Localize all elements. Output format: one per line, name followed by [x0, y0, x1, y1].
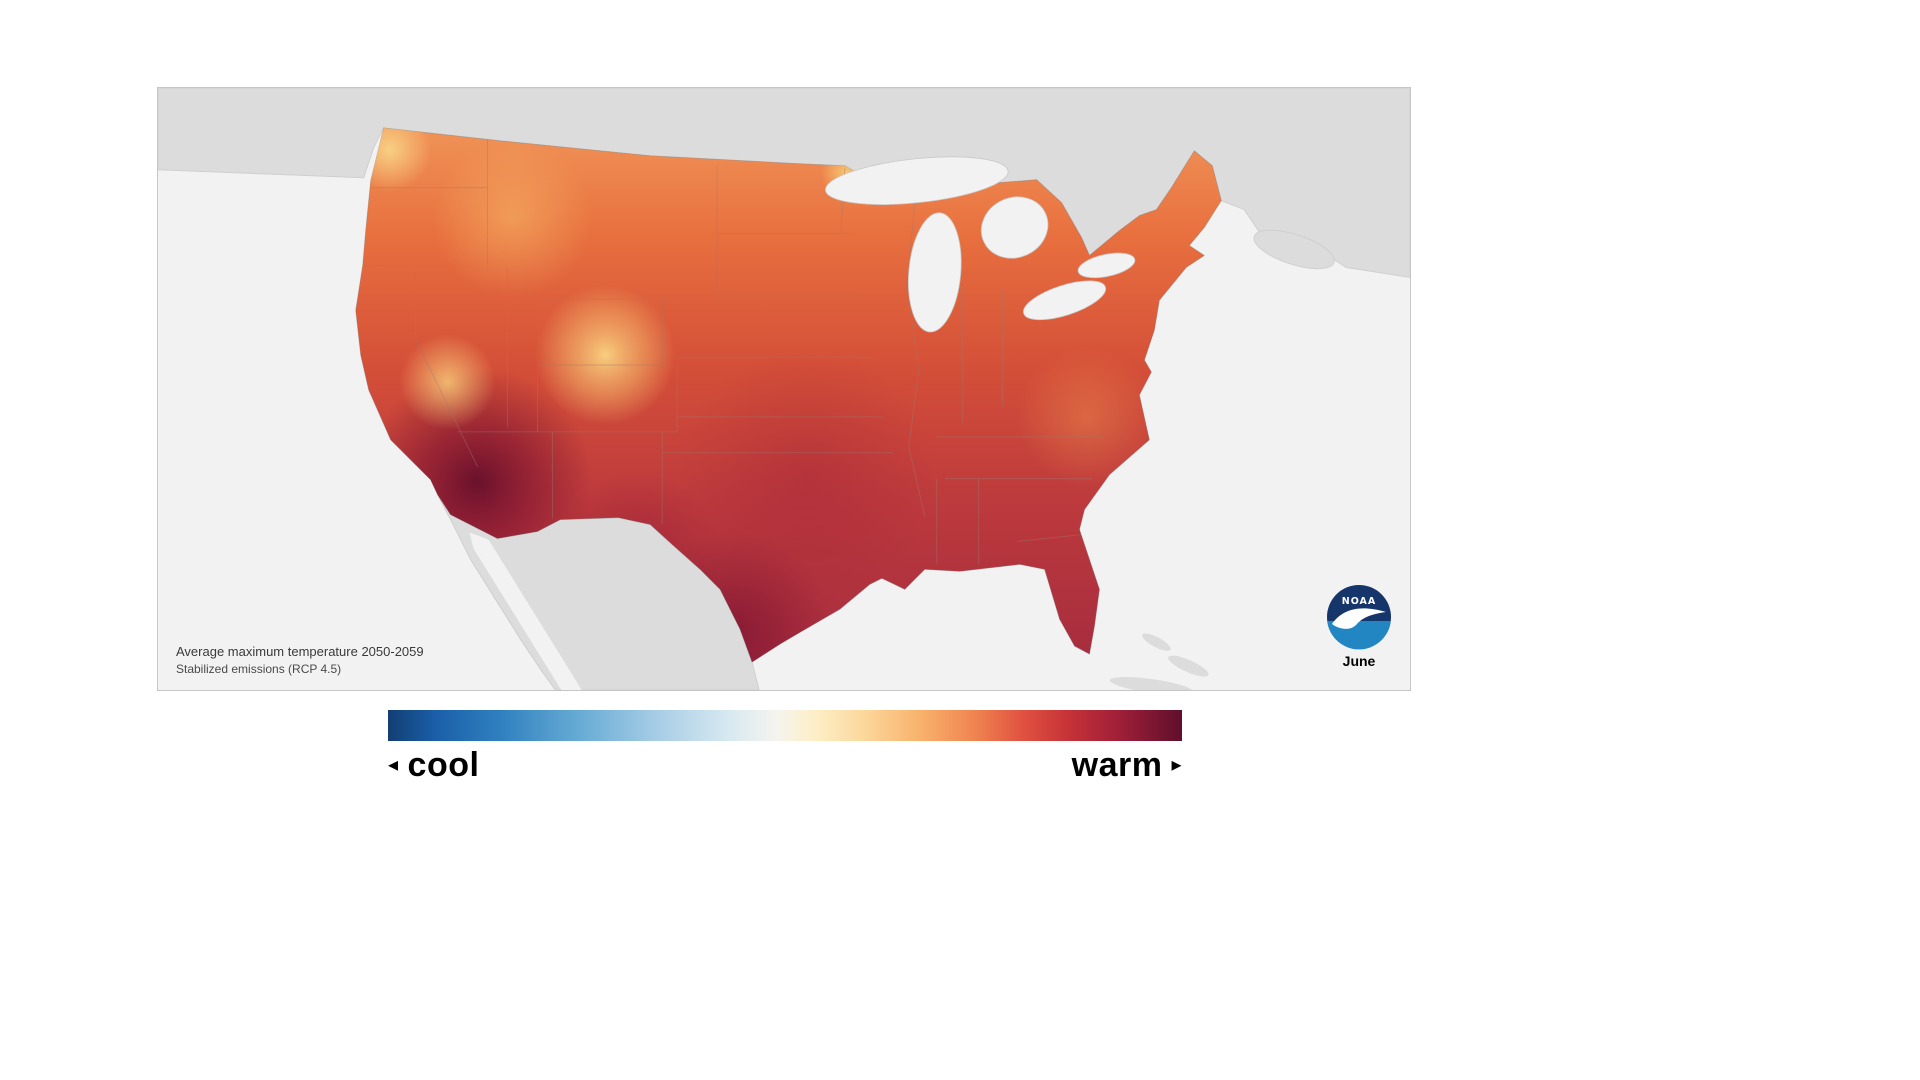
right-arrow-icon: ▸: [1171, 754, 1182, 776]
cool-label: cool: [407, 745, 480, 784]
nova-scotia-landmass: [1253, 229, 1335, 270]
great-lakes: [825, 156, 1136, 333]
left-arrow-icon: ◂: [388, 754, 399, 776]
temperature-colorbar: [388, 710, 1182, 741]
cool-legend: ◂ cool: [388, 746, 479, 785]
island: [1109, 676, 1193, 690]
gulf-of-california: [469, 532, 582, 690]
noaa-logo-block: NOAA June: [1320, 582, 1398, 669]
noaa-logo-text: NOAA: [1342, 596, 1376, 607]
lake-huron: [980, 196, 1049, 259]
month-label: June: [1342, 653, 1376, 669]
noaa-logo-icon: NOAA: [1327, 585, 1391, 650]
warm-label: warm: [1071, 745, 1163, 784]
colorbar-labels: ◂ cool warm ▸: [388, 741, 1182, 789]
caption-scenario: Stabilized emissions (RCP 4.5): [176, 662, 342, 676]
caption-title: Average maximum temperature 2050-2059: [176, 643, 424, 659]
lake-michigan: [907, 212, 962, 333]
map-caption: Average maximum temperature 2050-2059 St…: [176, 644, 424, 677]
seagull-icon: [1332, 608, 1386, 629]
lake-erie: [1023, 280, 1107, 321]
warm-legend: warm ▸: [1072, 746, 1182, 785]
us-temperature-map: [158, 88, 1410, 690]
lake-superior: [825, 156, 1009, 205]
island: [1168, 655, 1209, 677]
lake-ontario: [1077, 252, 1136, 279]
island: [1142, 633, 1171, 651]
map-panel: Average maximum temperature 2050-2059 St…: [157, 87, 1411, 691]
state-borders: [362, 133, 1105, 565]
